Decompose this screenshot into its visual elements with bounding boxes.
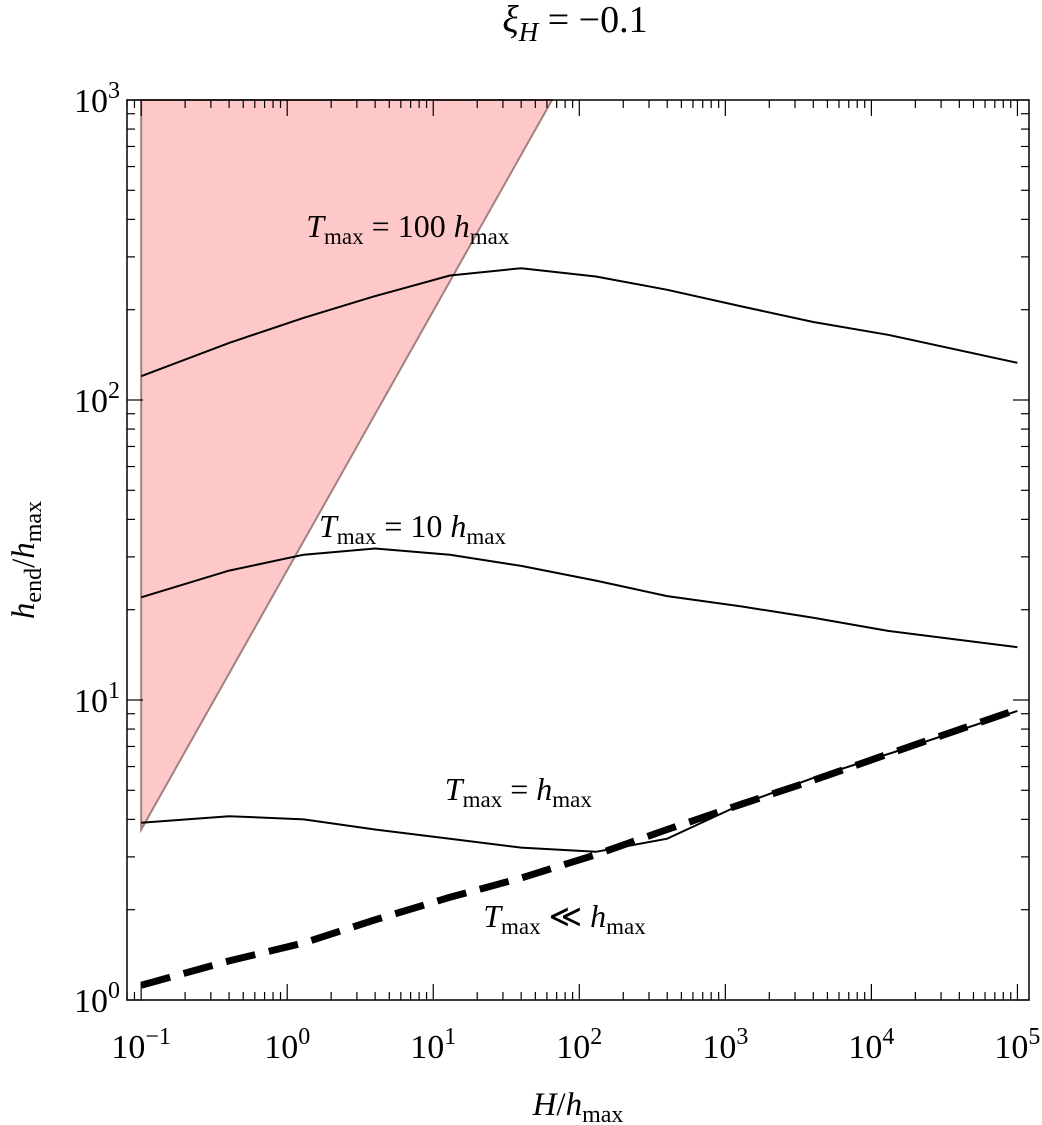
x-tick-label: 103 [702,1024,748,1066]
chart-title: ξH = −0.1 [502,0,647,47]
y-tick-label: 103 [74,78,120,120]
y-tick-label: 100 [74,978,120,1020]
series-line-1 [140,267,1018,378]
curve-annotation-1: Tmax = 100 hmax [306,208,510,249]
curve-annotation-3: Tmax = hmax [445,771,593,812]
y-tick-label: 101 [74,678,120,720]
plot-frame [126,99,1030,1001]
series-line-3 [141,709,1018,853]
x-axis-label: H/hmax [532,1087,624,1125]
x-tick-label: 102 [556,1024,602,1066]
curve-annotation-2: Tmax = 10 hmax [319,508,507,549]
series-line-2 [140,547,1018,649]
excluded-region [140,99,554,834]
y-axis-label: hend/hmax [6,501,47,619]
series-line-4 [140,706,1019,989]
curve-annotation-4: Tmax ≪ hmax [483,898,646,939]
x-tick-label: 105 [994,1024,1040,1066]
x-tick-label: 100 [264,1024,310,1066]
x-tick-label: 101 [410,1024,456,1066]
y-tick-label: 102 [74,378,120,420]
x-tick-label: 10−1 [111,1024,171,1066]
x-tick-label: 104 [848,1024,894,1066]
